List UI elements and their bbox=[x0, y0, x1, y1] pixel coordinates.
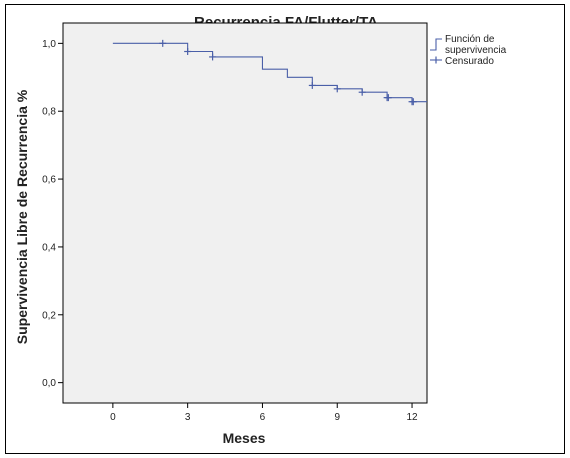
y-tick-label: 0,6 bbox=[42, 175, 56, 186]
censored-mark bbox=[209, 53, 217, 61]
series-layer bbox=[112, 39, 427, 106]
plot-area bbox=[62, 22, 428, 404]
x-axis: 0 3 6 9 12 bbox=[110, 403, 418, 423]
y-tick-label: 1,0 bbox=[42, 39, 56, 50]
y-tick-label: 0,0 bbox=[42, 378, 56, 389]
y-tick-label: 0,8 bbox=[42, 107, 56, 118]
censored-mark bbox=[333, 85, 341, 93]
x-tick-label: 12 bbox=[406, 412, 418, 423]
legend-label: Función de bbox=[445, 34, 495, 45]
x-tick-label: 0 bbox=[110, 412, 116, 423]
censored-mark bbox=[384, 94, 392, 102]
x-tick-label: 6 bbox=[260, 412, 266, 423]
censored-mark bbox=[409, 98, 417, 106]
chart-frame: Recurrencia FA/Flutter/TA 0,00,20,40,60,… bbox=[5, 4, 565, 454]
legend-step-swatch bbox=[430, 38, 442, 51]
legend-item-censored: Censurado bbox=[430, 56, 494, 67]
y-tick-label: 0,4 bbox=[42, 242, 56, 253]
x-tick-label: 9 bbox=[334, 412, 340, 423]
chart-svg: Recurrencia FA/Flutter/TA 0,00,20,40,60,… bbox=[14, 14, 507, 446]
y-tick-label: 0,2 bbox=[42, 310, 56, 321]
censored-mark bbox=[184, 48, 192, 55]
legend-label: supervivencia bbox=[445, 45, 507, 56]
y-axis: 0,0 0,2 0,4 0,6 0,8 1,0 bbox=[42, 39, 63, 389]
censored-mark bbox=[358, 88, 366, 96]
legend-label: Censurado bbox=[445, 56, 494, 67]
y-axis-label: Supervivencia Libre de Recurrencia % bbox=[14, 89, 30, 344]
x-tick-label: 3 bbox=[185, 412, 191, 423]
censored-mark bbox=[159, 39, 167, 47]
censored-mark bbox=[308, 81, 316, 89]
x-axis-label: Meses bbox=[223, 430, 266, 446]
